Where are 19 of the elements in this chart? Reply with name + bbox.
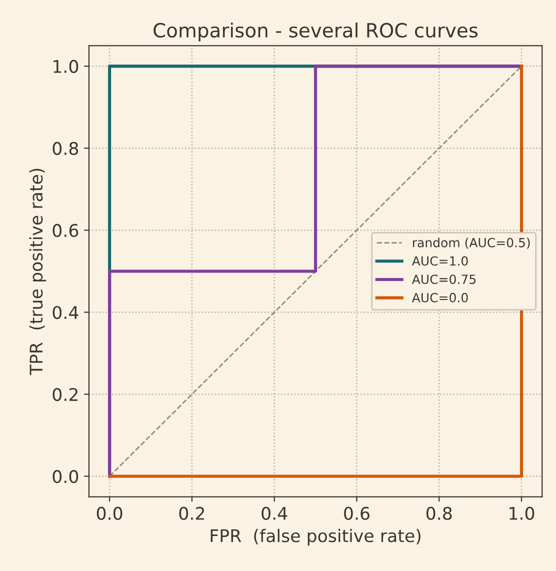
x-tick-label: 0.6 xyxy=(344,506,370,520)
y-tick-label: 0.6 xyxy=(52,224,78,238)
legend-label: AUC=1.0 xyxy=(412,256,468,266)
legend-label: random (AUC=0.5) xyxy=(412,238,530,249)
x-axis-title: FPR (false positive rate) xyxy=(210,528,420,546)
x-tick-label: 0.8 xyxy=(426,506,452,520)
y-tick-label: 0.4 xyxy=(52,306,78,320)
legend-label: AUC=0.0 xyxy=(412,292,468,302)
x-tick-label: 1.0 xyxy=(510,506,534,520)
legend-label: AUC=0.75 xyxy=(412,274,476,284)
y-tick-label: 0.2 xyxy=(52,388,78,402)
chart-title: Comparison - several ROC curves xyxy=(154,22,478,42)
x-tick-label: 0.0 xyxy=(96,506,122,520)
y-axis-title: TPR (true positive rate) xyxy=(29,168,46,376)
y-tick-label: 0.8 xyxy=(52,142,78,156)
x-tick-label: 0.4 xyxy=(262,506,288,520)
y-tick-label: 1.0 xyxy=(54,60,78,74)
x-tick-label: 0.2 xyxy=(179,506,204,520)
y-tick-label: 0.0 xyxy=(52,470,78,484)
